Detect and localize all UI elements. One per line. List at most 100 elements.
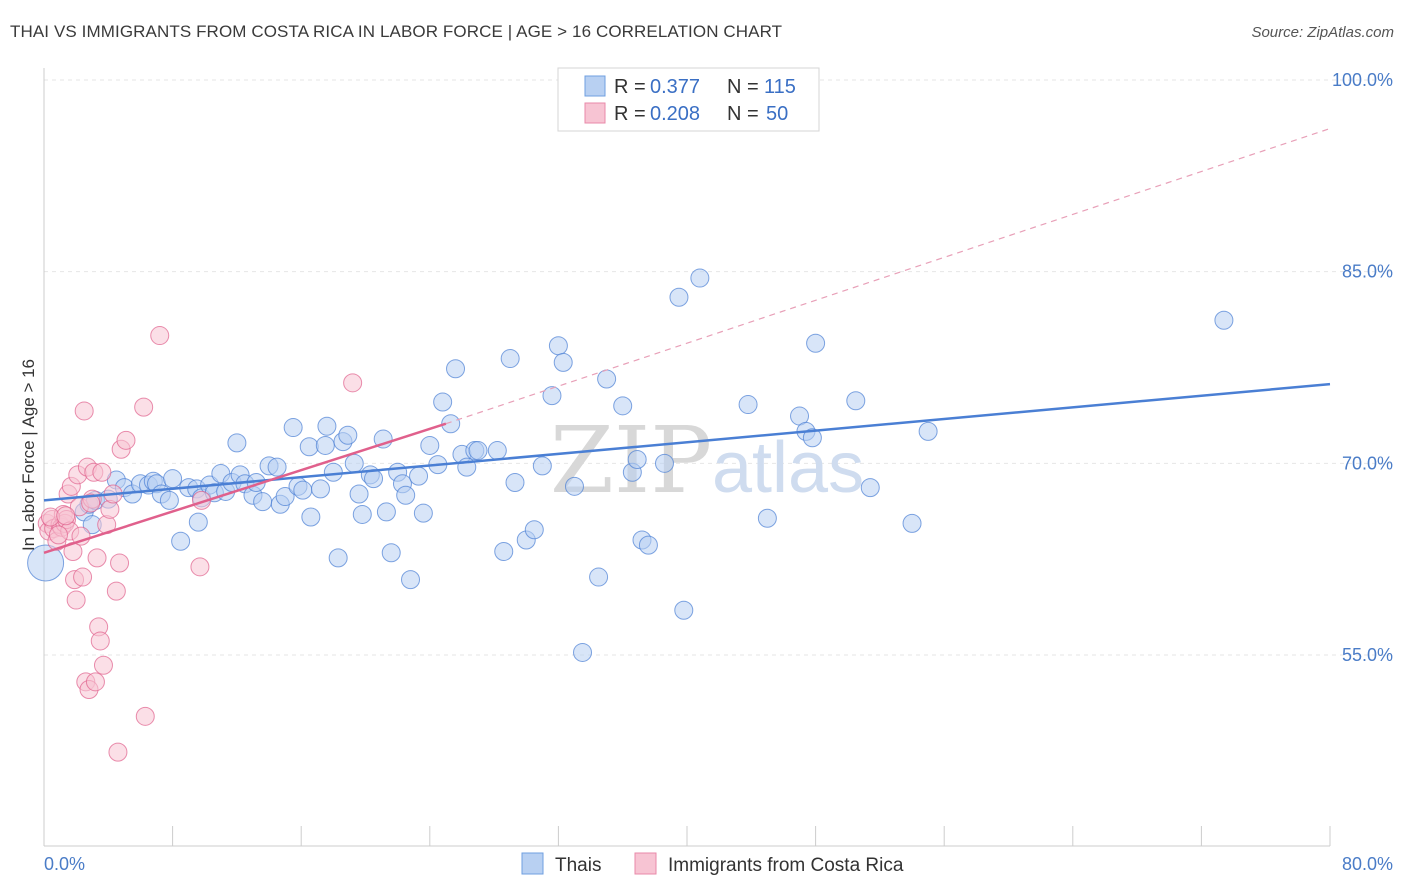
data-point <box>134 397 154 417</box>
data-point <box>90 631 110 651</box>
data-point <box>343 373 363 393</box>
series-points-1 <box>37 326 363 762</box>
data-point <box>159 490 179 510</box>
chart-title: THAI VS IMMIGRANTS FROM COSTA RICA IN LA… <box>10 22 783 41</box>
data-point <box>267 457 287 477</box>
data-point <box>757 508 777 528</box>
data-point <box>110 553 130 573</box>
data-point <box>542 386 562 406</box>
data-point <box>81 493 101 513</box>
data-point <box>301 507 321 527</box>
series-legend: Thais Immigrants from Costa Rica <box>521 852 904 876</box>
data-point <box>690 268 710 288</box>
data-point <box>553 352 573 372</box>
y-tick-label: 70.0% <box>1342 453 1393 473</box>
data-point <box>253 492 273 512</box>
legend-swatch-thais <box>584 75 606 97</box>
data-point <box>613 396 633 416</box>
trend-line-1 <box>43 422 447 554</box>
data-point <box>573 642 593 662</box>
data-point <box>323 462 343 482</box>
y-tick-label: 100.0% <box>1332 70 1393 90</box>
data-point <box>299 437 319 457</box>
y-tick-label: 55.0% <box>1342 645 1393 665</box>
data-point <box>487 441 507 461</box>
watermark: ZIP atlas <box>550 407 864 514</box>
data-point <box>597 369 617 389</box>
data-point <box>352 504 372 524</box>
data-point <box>171 531 191 551</box>
data-point <box>902 513 922 533</box>
data-point <box>381 543 401 563</box>
data-point <box>283 418 303 438</box>
data-point <box>349 484 369 504</box>
y-tick-label: 85.0% <box>1342 262 1393 282</box>
data-point <box>116 430 136 450</box>
data-point <box>376 502 396 522</box>
data-point <box>396 485 416 505</box>
x-tick-label: 0.0% <box>44 854 85 874</box>
legend-r-value-thais: 0.377 <box>650 76 700 98</box>
data-points <box>27 268 1234 762</box>
stats-legend: R = 0.377 N = 115 R = 0.208 N = 50 <box>557 67 820 132</box>
data-point <box>87 548 107 568</box>
data-point <box>420 435 440 455</box>
data-point <box>344 453 364 473</box>
series-legend-label-thais: Thais <box>555 855 601 876</box>
data-point <box>163 469 183 489</box>
data-point <box>328 548 348 568</box>
data-point <box>48 525 68 545</box>
data-point <box>338 425 358 445</box>
data-point <box>74 401 94 421</box>
data-point <box>108 742 128 762</box>
data-point <box>135 706 155 726</box>
data-point <box>627 450 647 469</box>
watermark-atlas: atlas <box>712 428 864 508</box>
data-point <box>190 557 210 577</box>
data-point <box>446 359 466 379</box>
trend-line-extension <box>445 127 1331 425</box>
data-point <box>532 456 552 476</box>
series-legend-label-costa-rica: Immigrants from Costa Rica <box>668 855 904 876</box>
axes <box>43 68 1331 847</box>
data-point <box>802 428 822 448</box>
data-point <box>310 479 330 499</box>
legend-n-label-thais: N = <box>727 76 759 98</box>
data-point <box>317 416 337 436</box>
legend-r-label-costa-rica: R = <box>614 103 646 125</box>
data-point <box>106 581 126 601</box>
data-point <box>918 421 938 441</box>
data-point <box>315 435 335 455</box>
data-point <box>860 478 880 498</box>
data-point <box>846 391 866 411</box>
legend-n-label-costa-rica: N = <box>727 103 759 125</box>
data-point <box>674 600 694 620</box>
data-point <box>669 287 689 307</box>
data-point <box>409 466 429 486</box>
y-axis-title: In Labor Force | Age > 16 <box>19 359 38 551</box>
data-point <box>505 473 525 492</box>
data-point <box>188 512 208 532</box>
data-point <box>738 395 758 415</box>
data-point <box>227 433 247 453</box>
data-point <box>100 499 120 519</box>
data-point <box>524 520 544 540</box>
series-legend-swatch-thais <box>521 852 544 875</box>
x-tick-label: 80.0% <box>1342 854 1393 874</box>
data-point <box>150 326 170 346</box>
data-point <box>85 672 105 692</box>
series-legend-swatch-costa-rica <box>634 852 657 875</box>
data-point <box>468 441 488 461</box>
data-point <box>56 506 76 526</box>
data-point <box>638 535 658 555</box>
data-point <box>293 480 313 500</box>
data-point <box>500 349 520 369</box>
data-point <box>564 476 584 496</box>
tick-labels: 55.0% 70.0% 85.0% 100.0% 0.0% 80.0% <box>44 70 1393 874</box>
data-point <box>413 503 433 523</box>
legend-n-value-costa-rica: 50 <box>766 103 788 125</box>
data-point <box>401 570 421 590</box>
data-point <box>433 392 453 412</box>
trend-line-0 <box>43 382 1331 502</box>
